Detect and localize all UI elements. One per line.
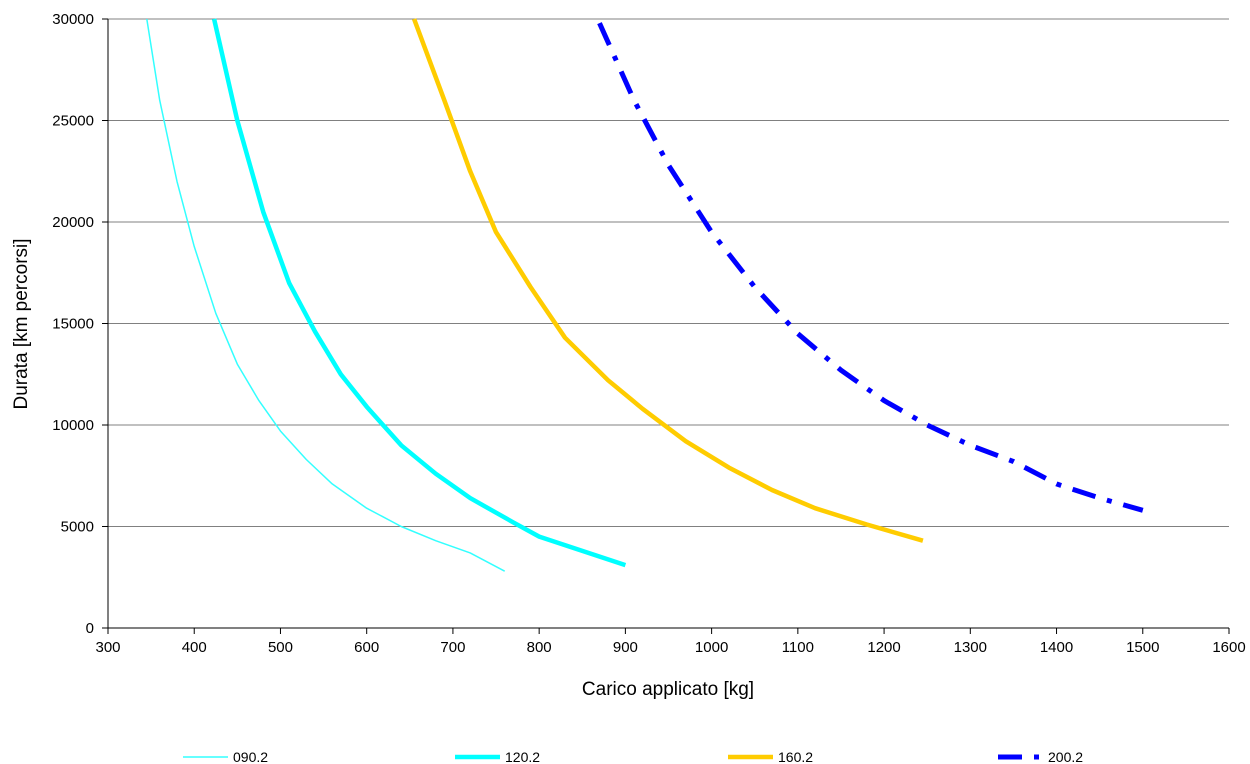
gridlines bbox=[108, 18, 1229, 527]
x-tick-label: 1600 bbox=[1212, 639, 1245, 656]
series-line-200.2 bbox=[597, 22, 1144, 513]
x-tick-label: 400 bbox=[182, 639, 207, 656]
x-tick-label: 1400 bbox=[1040, 639, 1073, 656]
series-line-160.2 bbox=[411, 18, 924, 543]
y-axis-ticks: 0 5000 10000 15000 20000 25000 30000 bbox=[52, 11, 108, 637]
legend: 090.2 120.2 160.2 200.2 bbox=[183, 749, 1083, 764]
y-tick-label: 10000 bbox=[52, 417, 94, 434]
legend-label-120.2: 120.2 bbox=[505, 749, 540, 764]
x-tick-label: 1500 bbox=[1126, 639, 1159, 656]
x-axis-ticks: 300 400 500 600 700 800 900 1000 1100 1200 1300 140… bbox=[95, 628, 1246, 656]
x-tick-label: 500 bbox=[268, 639, 293, 656]
x-tick-label: 300 bbox=[95, 639, 120, 656]
legend-label-090.2: 090.2 bbox=[233, 749, 268, 764]
y-tick-label: 15000 bbox=[52, 316, 94, 333]
y-tick-label: 5000 bbox=[61, 519, 94, 536]
y-tick-label: 25000 bbox=[52, 113, 94, 130]
x-tick-label: 600 bbox=[354, 639, 379, 656]
x-tick-label: 1100 bbox=[782, 639, 814, 656]
legend-label-200.2: 200.2 bbox=[1048, 749, 1083, 764]
y-tick-label: 0 bbox=[86, 620, 94, 637]
x-axis-title: Carico applicato [kg] bbox=[582, 679, 754, 700]
x-tick-label: 700 bbox=[440, 639, 465, 656]
series-layer bbox=[146, 18, 1144, 572]
x-tick-label: 1200 bbox=[867, 639, 900, 656]
series-line-090.2 bbox=[146, 18, 506, 572]
y-tick-label: 20000 bbox=[52, 214, 94, 231]
x-tick-label: 1300 bbox=[954, 639, 987, 656]
y-axis-title: Durata [km percorsi] bbox=[11, 238, 32, 409]
legend-label-160.2: 160.2 bbox=[778, 749, 813, 764]
series-line-120.2 bbox=[211, 18, 627, 568]
x-tick-label: 800 bbox=[527, 639, 552, 656]
y-tick-label: 30000 bbox=[52, 11, 94, 28]
x-tick-label: 1000 bbox=[695, 639, 728, 656]
x-tick-label: 900 bbox=[613, 639, 638, 656]
